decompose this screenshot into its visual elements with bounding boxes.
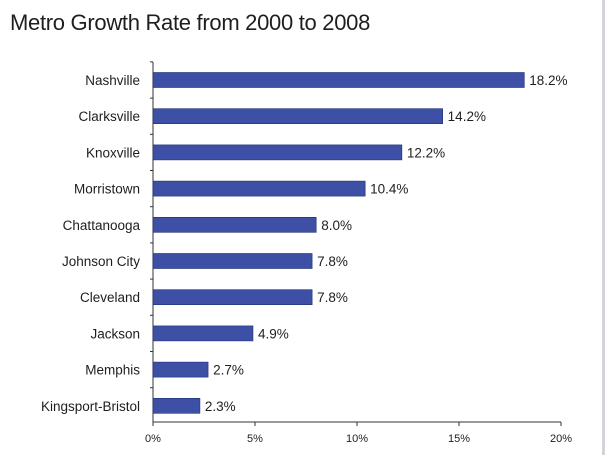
x-tick-label: 0% [145, 433, 161, 445]
data-label: 7.8% [317, 290, 348, 305]
category-label: Memphis [85, 363, 140, 378]
bar [152, 397, 201, 414]
bar [152, 108, 443, 124]
chart-title: Metro Growth Rate from 2000 to 2008 [10, 10, 371, 35]
x-tick-label: 15% [448, 433, 470, 445]
bar [152, 253, 313, 269]
category-label: Morristown [74, 182, 140, 197]
data-label: 4.9% [258, 326, 289, 341]
data-label: 14.2% [448, 109, 486, 124]
category-label: Johnson City [62, 254, 140, 269]
bar [152, 144, 403, 161]
x-tick-label: 5% [247, 433, 263, 445]
category-label: Chattanooga [63, 218, 141, 233]
category-label: Knoxville [86, 145, 140, 160]
category-label: Cleveland [80, 290, 140, 305]
bar [152, 325, 254, 342]
category-label: Jackson [90, 326, 140, 341]
category-label: Kingsport-Bristol [41, 399, 140, 414]
data-label: 7.8% [317, 254, 348, 269]
data-label: 2.7% [213, 363, 244, 378]
x-tick-label: 10% [346, 433, 368, 445]
category-label: Nashville [85, 73, 140, 88]
page-edge [602, 0, 605, 455]
data-label: 12.2% [407, 145, 445, 160]
data-label: 2.3% [205, 399, 236, 414]
data-label: 8.0% [321, 218, 352, 233]
category-label: Clarksville [78, 109, 140, 124]
bar [152, 361, 209, 378]
data-label: 18.2% [529, 73, 567, 88]
bar [152, 217, 317, 233]
data-label: 10.4% [370, 182, 408, 197]
bar [152, 180, 366, 197]
bar [152, 72, 525, 88]
x-tick-label: 20% [550, 433, 572, 445]
bar [152, 289, 313, 306]
